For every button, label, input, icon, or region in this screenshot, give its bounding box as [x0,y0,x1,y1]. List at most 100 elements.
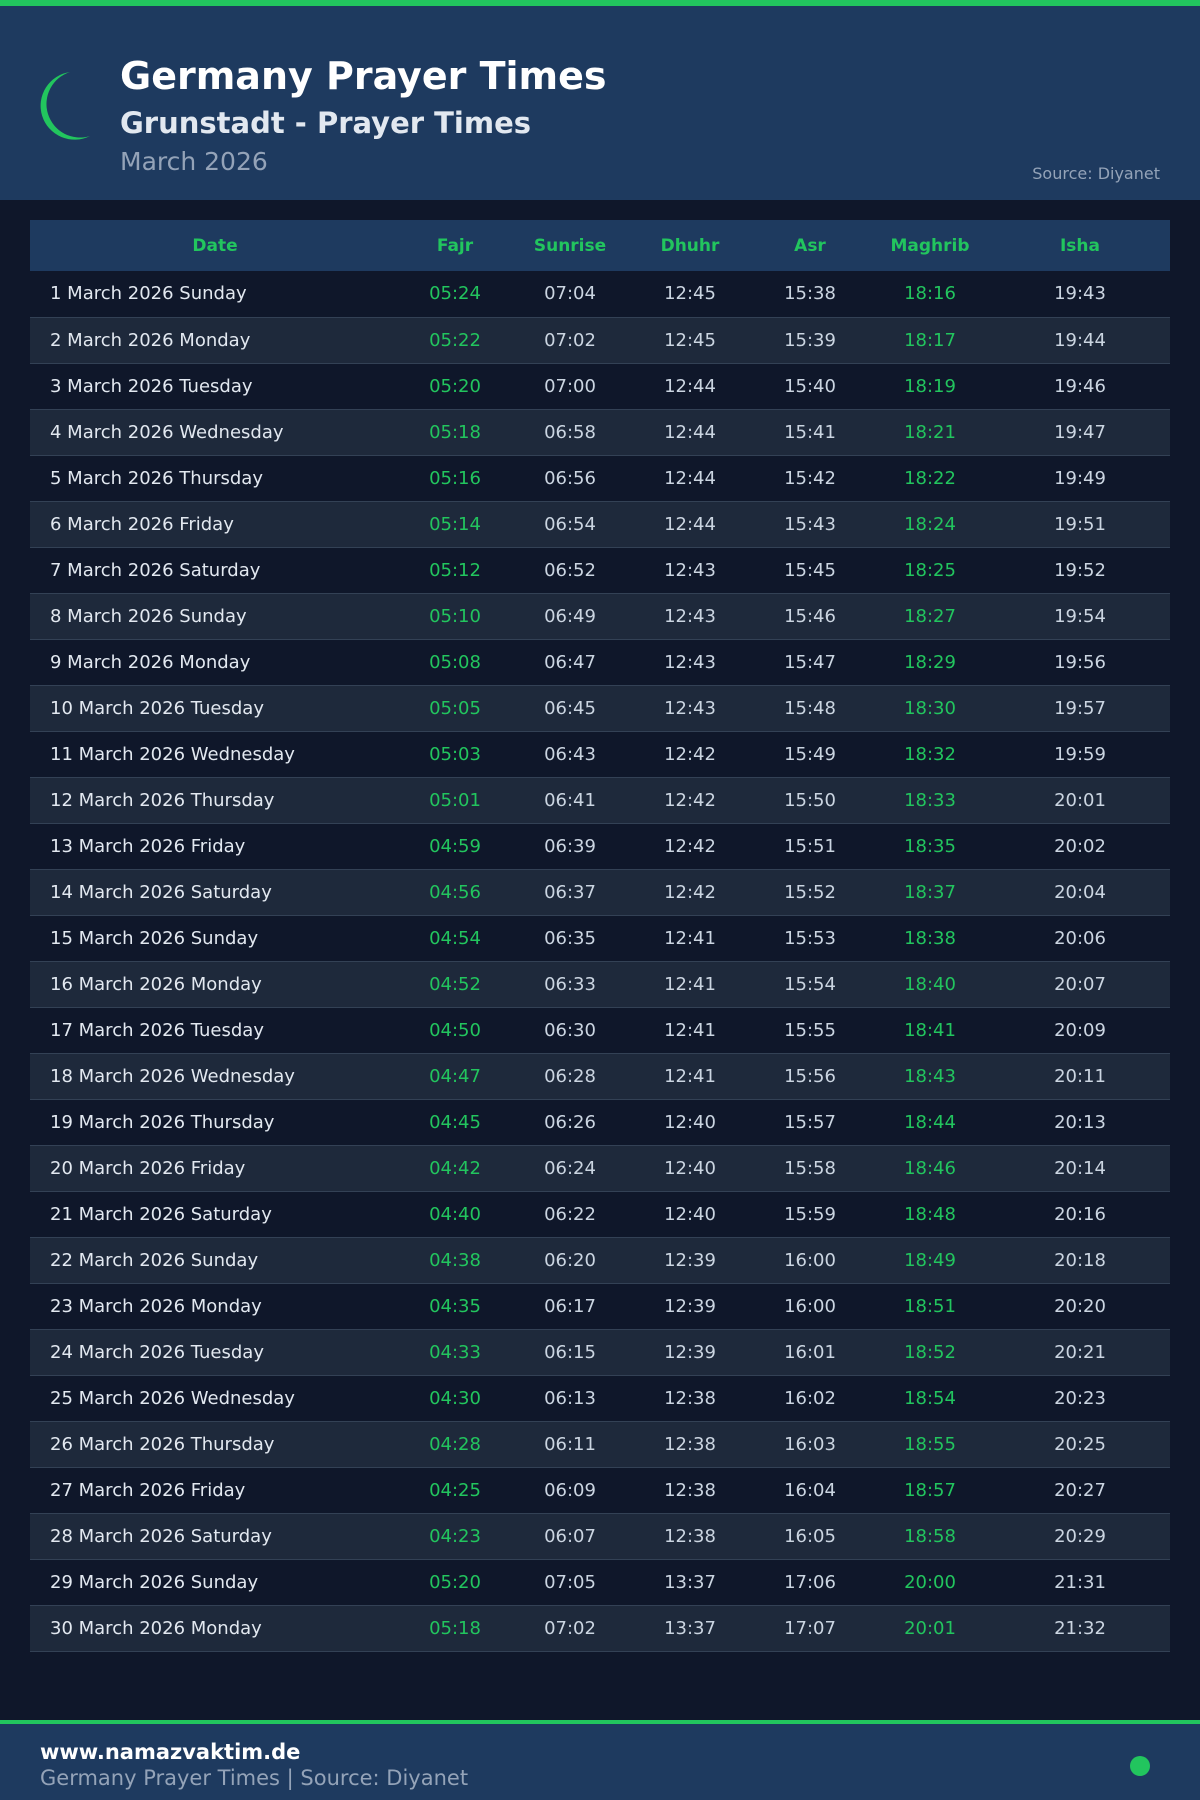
date-cell: 20 March 2026 Friday [30,1145,400,1192]
sunrise-cell: 06:54 [510,501,630,548]
fajr-cell: 05:10 [400,593,510,640]
dhuhr-cell: 12:38 [630,1467,750,1514]
fajr-cell: 05:01 [400,777,510,824]
sunrise-cell: 07:05 [510,1559,630,1606]
dhuhr-cell: 12:45 [630,271,750,318]
isha-cell: 19:43 [990,271,1170,318]
table-row: 17 March 2026 Tuesday 04:50 06:30 12:41 15:5… [30,1007,1170,1054]
dhuhr-cell: 12:41 [630,961,750,1008]
dhuhr-cell: 12:39 [630,1283,750,1330]
asr-cell: 15:57 [750,1099,870,1146]
table-header-row: Date Fajr Sunrise Dhuhr Asr Maghrib Isha [30,220,1170,271]
sunrise-cell: 07:02 [510,1605,630,1652]
dhuhr-cell: 12:38 [630,1513,750,1560]
maghrib-cell: 18:24 [870,501,990,548]
dhuhr-cell: 12:41 [630,915,750,962]
isha-cell: 19:44 [990,317,1170,364]
date-cell: 15 March 2026 Sunday [30,915,400,962]
sunrise-cell: 06:41 [510,777,630,824]
fajr-cell: 04:33 [400,1329,510,1376]
date-cell: 5 March 2026 Thursday [30,455,400,502]
asr-cell: 15:47 [750,639,870,686]
isha-cell: 19:59 [990,731,1170,778]
isha-cell: 19:51 [990,501,1170,548]
dhuhr-cell: 12:40 [630,1191,750,1238]
isha-cell: 21:31 [990,1559,1170,1606]
maghrib-cell: 18:21 [870,409,990,456]
table-row: 14 March 2026 Saturday 04:56 06:37 12:42 15:… [30,869,1170,916]
fajr-cell: 04:25 [400,1467,510,1514]
dhuhr-cell: 12:41 [630,1007,750,1054]
isha-cell: 19:54 [990,593,1170,640]
fajr-cell: 04:42 [400,1145,510,1192]
isha-cell: 20:23 [990,1375,1170,1422]
date-cell: 14 March 2026 Saturday [30,869,400,916]
maghrib-cell: 18:38 [870,915,990,962]
dhuhr-cell: 12:43 [630,685,750,732]
maghrib-cell: 18:29 [870,639,990,686]
isha-cell: 20:02 [990,823,1170,870]
isha-cell: 19:47 [990,409,1170,456]
top-accent-bar [0,0,1200,6]
table-row: 4 March 2026 Wednesday 05:18 06:58 12:44 15:… [30,409,1170,456]
isha-cell: 20:18 [990,1237,1170,1284]
maghrib-cell: 18:17 [870,317,990,364]
table-row: 16 March 2026 Monday 04:52 06:33 12:41 15:54… [30,961,1170,1008]
dhuhr-cell: 13:37 [630,1559,750,1606]
isha-cell: 20:06 [990,915,1170,962]
city-title: Grunstadt - Prayer Times [120,106,532,140]
fajr-cell: 05:14 [400,501,510,548]
sunrise-cell: 06:39 [510,823,630,870]
sunrise-cell: 07:00 [510,363,630,410]
date-cell: 29 March 2026 Sunday [30,1559,400,1606]
isha-cell: 20:07 [990,961,1170,1008]
asr-cell: 15:39 [750,317,870,364]
asr-cell: 15:45 [750,547,870,594]
asr-cell: 15:50 [750,777,870,824]
fajr-cell: 05:18 [400,1605,510,1652]
fajr-cell: 05:18 [400,409,510,456]
asr-cell: 15:46 [750,593,870,640]
dhuhr-cell: 12:42 [630,823,750,870]
date-cell: 9 March 2026 Monday [30,639,400,686]
fajr-cell: 04:23 [400,1513,510,1560]
fajr-cell: 05:16 [400,455,510,502]
asr-cell: 15:58 [750,1145,870,1192]
dhuhr-cell: 12:42 [630,731,750,778]
footer-accent-line [0,1720,1200,1724]
dhuhr-cell: 12:44 [630,501,750,548]
table-row: 22 March 2026 Sunday 04:38 06:20 12:39 16:00… [30,1237,1170,1284]
table-row: 18 March 2026 Wednesday 04:47 06:28 12:41 15… [30,1053,1170,1100]
maghrib-cell: 18:41 [870,1007,990,1054]
asr-cell: 16:04 [750,1467,870,1514]
column-header-date: Date [30,220,400,271]
sunrise-cell: 06:28 [510,1053,630,1100]
table-row: 5 March 2026 Thursday 05:16 06:56 12:44 15:4… [30,455,1170,502]
date-cell: 23 March 2026 Monday [30,1283,400,1330]
maghrib-cell: 18:57 [870,1467,990,1514]
column-header-asr: Asr [750,220,870,271]
fajr-cell: 04:56 [400,869,510,916]
maghrib-cell: 18:44 [870,1099,990,1146]
date-cell: 30 March 2026 Monday [30,1605,400,1652]
footer-site-link[interactable]: www.namazvaktim.de [40,1740,301,1764]
maghrib-cell: 18:46 [870,1145,990,1192]
table-row: 27 March 2026 Friday 04:25 06:09 12:38 16:04… [30,1467,1170,1514]
asr-cell: 17:06 [750,1559,870,1606]
maghrib-cell: 18:51 [870,1283,990,1330]
date-cell: 27 March 2026 Friday [30,1467,400,1514]
date-cell: 25 March 2026 Wednesday [30,1375,400,1422]
isha-cell: 19:49 [990,455,1170,502]
isha-cell: 19:57 [990,685,1170,732]
fajr-cell: 05:20 [400,1559,510,1606]
dhuhr-cell: 13:37 [630,1605,750,1652]
fajr-cell: 04:47 [400,1053,510,1100]
date-cell: 21 March 2026 Saturday [30,1191,400,1238]
dhuhr-cell: 12:45 [630,317,750,364]
sunrise-cell: 06:58 [510,409,630,456]
isha-cell: 19:56 [990,639,1170,686]
dhuhr-cell: 12:43 [630,547,750,594]
date-cell: 11 March 2026 Wednesday [30,731,400,778]
dhuhr-cell: 12:38 [630,1421,750,1468]
date-cell: 17 March 2026 Tuesday [30,1007,400,1054]
